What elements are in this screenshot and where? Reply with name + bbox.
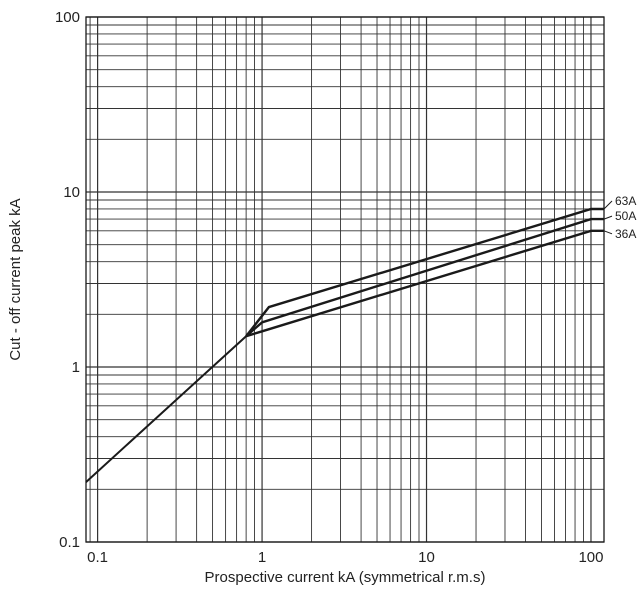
y-tick-labels: 0.1 1 10 100 [55,9,80,551]
y-axis-title: Cut - off current peak kA [7,198,24,360]
series-line-63A [245,207,604,337]
y-tick-label: 10 [63,184,80,201]
series-line-36A [245,229,604,338]
y-tick-label: 1 [72,359,80,376]
x-tick-label: 0.1 [87,549,108,566]
series-label-50A: 50A [615,209,636,223]
series-label-63A: 63A [615,194,636,208]
x-tick-labels: 0.1 1 10 100 [87,549,603,566]
series-leader-50A [603,215,613,220]
common-limit-line [85,335,247,483]
plot-area-frame [85,16,605,543]
series-line-50A [245,217,604,338]
series-leader-36A [603,230,613,235]
x-tick-label: 1 [258,549,266,566]
y-tick-label: 0.1 [59,534,80,551]
x-axis-title: Prospective current kA (symmetrical r.m.… [205,569,486,586]
x-tick-label: 10 [418,549,435,566]
y-tick-label: 100 [55,9,80,26]
grid-lines [86,16,604,543]
series-lines [85,207,604,483]
series-label-36A: 36A [615,227,636,241]
x-tick-label: 100 [578,549,603,566]
series-leader-63A [603,200,613,210]
